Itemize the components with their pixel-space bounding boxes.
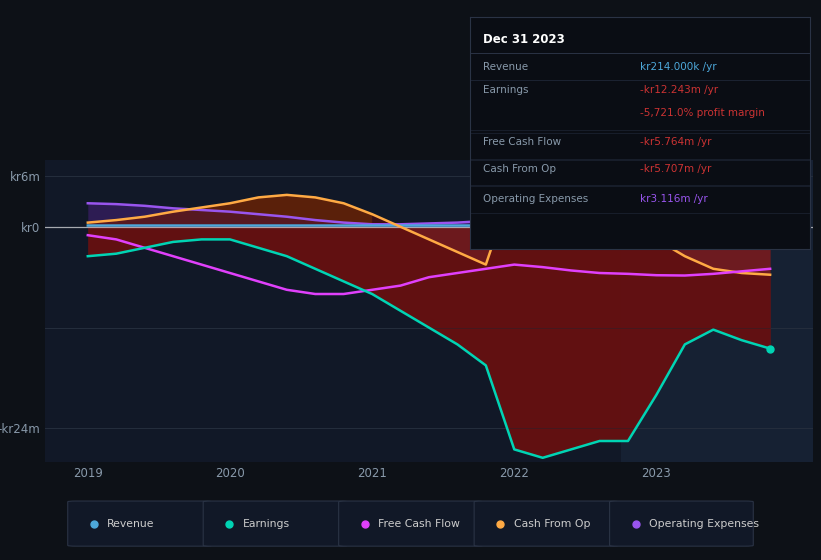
Text: Revenue: Revenue: [107, 519, 154, 529]
Text: -kr5.707m /yr: -kr5.707m /yr: [640, 164, 711, 174]
Text: Cash From Op: Cash From Op: [514, 519, 590, 529]
Text: Earnings: Earnings: [242, 519, 290, 529]
Bar: [621, 160, 813, 462]
Text: Earnings: Earnings: [484, 85, 529, 95]
Text: Cash From Op: Cash From Op: [484, 164, 557, 174]
FancyBboxPatch shape: [609, 501, 754, 546]
Text: Operating Expenses: Operating Expenses: [649, 519, 759, 529]
FancyBboxPatch shape: [203, 501, 346, 546]
Text: Free Cash Flow: Free Cash Flow: [484, 137, 562, 147]
Text: kr214.000k /yr: kr214.000k /yr: [640, 62, 717, 72]
FancyBboxPatch shape: [67, 501, 212, 546]
FancyBboxPatch shape: [475, 501, 617, 546]
Text: -kr5.764m /yr: -kr5.764m /yr: [640, 137, 712, 147]
Text: Operating Expenses: Operating Expenses: [484, 194, 589, 204]
Text: Dec 31 2023: Dec 31 2023: [484, 33, 565, 46]
Text: kr3.116m /yr: kr3.116m /yr: [640, 194, 708, 204]
FancyBboxPatch shape: [338, 501, 482, 546]
Text: Revenue: Revenue: [484, 62, 529, 72]
Text: -kr12.243m /yr: -kr12.243m /yr: [640, 85, 718, 95]
Text: Free Cash Flow: Free Cash Flow: [378, 519, 460, 529]
Text: -5,721.0% profit margin: -5,721.0% profit margin: [640, 108, 765, 118]
